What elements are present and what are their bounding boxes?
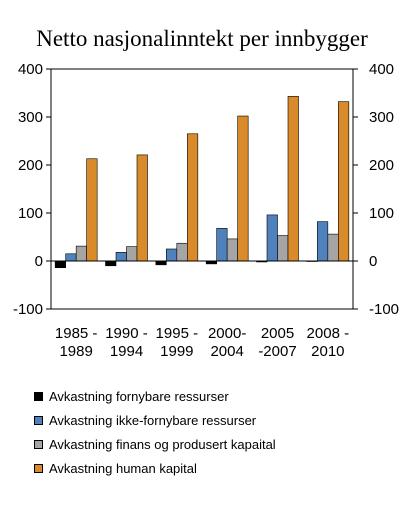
y-tick-label-right: 200 <box>369 157 394 174</box>
bar <box>266 214 278 262</box>
legend-item: Avkastning ikke-fornybare ressurser <box>34 408 276 432</box>
x-tick-label: 1985 - <box>55 325 98 342</box>
legend-swatch <box>34 463 43 473</box>
legend-item: Avkastning finans og produsert kapaital <box>34 432 276 456</box>
bar-chart: Netto nasjonalinntekt per innbygger -100… <box>13 26 399 360</box>
legend-label: Avkastning ikke-fornybare ressurser <box>49 412 257 428</box>
bar <box>338 101 350 262</box>
legend-label: Avkastning human kapital <box>49 460 197 476</box>
legend-item: Avkastning human kapital <box>34 456 276 480</box>
y-tick-label-left: 0 <box>35 253 43 270</box>
bars-group <box>54 96 350 269</box>
legend-label: Avkastning fornybare ressurser <box>49 388 229 404</box>
y-tick-label-left: -100 <box>13 301 43 318</box>
bar <box>105 260 117 267</box>
bar <box>136 154 148 262</box>
bar <box>317 221 329 262</box>
bar <box>216 228 228 262</box>
y-tick-label-right: 100 <box>369 205 394 222</box>
axes-group: -100 -100 0 0 100 100 200 200 300 300 400 400 1985 -… <box>13 61 399 360</box>
x-tick-label: 2008 - <box>307 325 350 342</box>
legend-swatch <box>34 391 43 401</box>
x-tick-label: 2005 <box>261 325 294 342</box>
x-tick-label: 1995 - <box>156 325 199 342</box>
y-tick-label-right: -100 <box>369 301 399 318</box>
bar <box>237 115 249 262</box>
y-tick-label-right: 300 <box>369 109 394 126</box>
x-tick-label: 2010 <box>311 343 344 360</box>
bar <box>176 242 188 262</box>
bar <box>327 233 339 262</box>
legend: Avkastning fornybare ressurser Avkastning… <box>34 384 276 480</box>
y-tick-label-right: 400 <box>369 61 394 78</box>
legend-item: Avkastning fornybare ressurser <box>34 384 276 408</box>
y-tick-label-right: 0 <box>369 253 377 270</box>
chart-title: Netto nasjonalinntekt per innbygger <box>36 26 368 51</box>
bar <box>166 248 178 262</box>
x-tick-label: 1989 <box>59 343 92 360</box>
bar <box>226 238 238 262</box>
bar <box>155 260 167 266</box>
x-tick-label: 1994 <box>110 343 143 360</box>
legend-swatch <box>34 439 43 449</box>
x-tick-label: 2000- <box>208 325 246 342</box>
bar <box>187 133 199 262</box>
legend-swatch <box>34 415 43 425</box>
x-tick-label: 2004 <box>210 343 243 360</box>
bar <box>126 246 138 262</box>
bar <box>277 235 289 262</box>
y-tick-label-left: 200 <box>18 157 43 174</box>
y-tick-label-left: 300 <box>18 109 43 126</box>
bar <box>115 252 127 262</box>
bar <box>287 96 299 262</box>
x-tick-label: -2007 <box>258 343 296 360</box>
plot-area <box>50 68 354 310</box>
bar <box>65 253 77 262</box>
x-tick-label: 1999 <box>160 343 193 360</box>
bar <box>75 245 87 262</box>
bar <box>54 260 66 269</box>
x-tick-label: 1990 - <box>105 325 148 342</box>
y-tick-label-left: 400 <box>18 61 43 78</box>
y-tick-label-left: 100 <box>18 205 43 222</box>
legend-label: Avkastning finans og produsert kapaital <box>49 436 276 452</box>
bar <box>86 158 98 262</box>
